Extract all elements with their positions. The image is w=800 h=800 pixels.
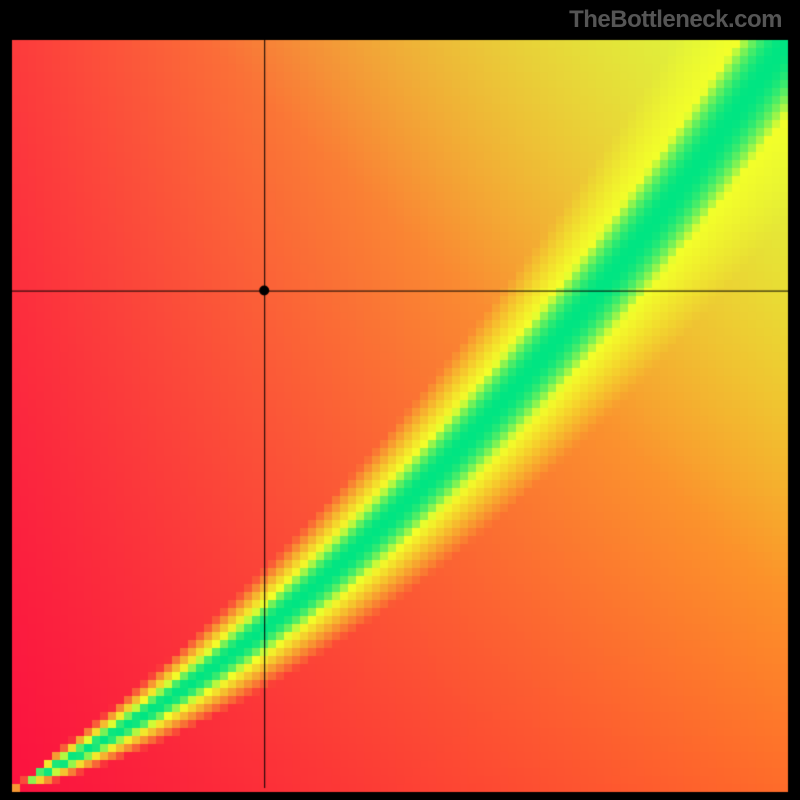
- bottleneck-heatmap: [0, 0, 800, 800]
- watermark-text: TheBottleneck.com: [569, 6, 782, 34]
- chart-container: TheBottleneck.com: [0, 0, 800, 800]
